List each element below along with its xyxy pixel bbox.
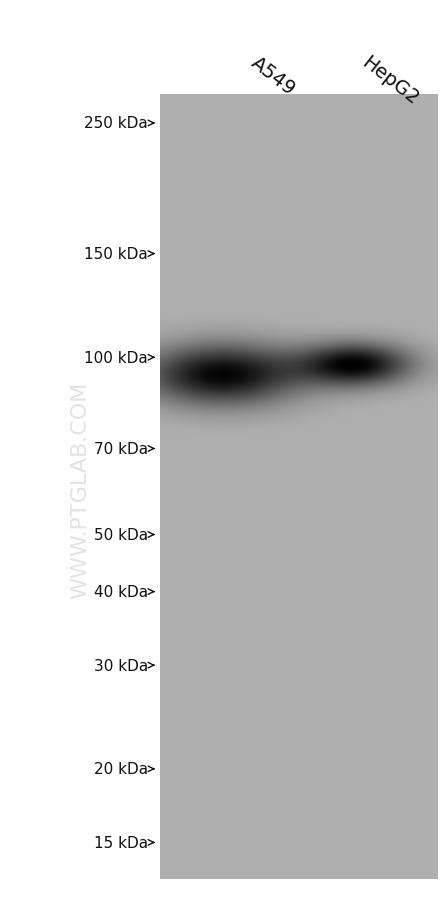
Text: 150 kDa: 150 kDa — [84, 247, 148, 262]
Text: WWW.PTGLAB.COM: WWW.PTGLAB.COM — [70, 381, 90, 598]
Text: 20 kDa: 20 kDa — [94, 761, 148, 777]
Text: 250 kDa: 250 kDa — [84, 116, 148, 132]
Text: 15 kDa: 15 kDa — [94, 835, 148, 850]
Text: A549: A549 — [247, 53, 299, 99]
Text: 70 kDa: 70 kDa — [94, 441, 148, 456]
Text: 30 kDa: 30 kDa — [94, 658, 148, 673]
Text: 50 kDa: 50 kDa — [94, 528, 148, 542]
Text: 100 kDa: 100 kDa — [84, 350, 148, 365]
Text: 40 kDa: 40 kDa — [94, 584, 148, 600]
Text: HepG2: HepG2 — [358, 53, 422, 109]
Bar — [160, 95, 438, 879]
